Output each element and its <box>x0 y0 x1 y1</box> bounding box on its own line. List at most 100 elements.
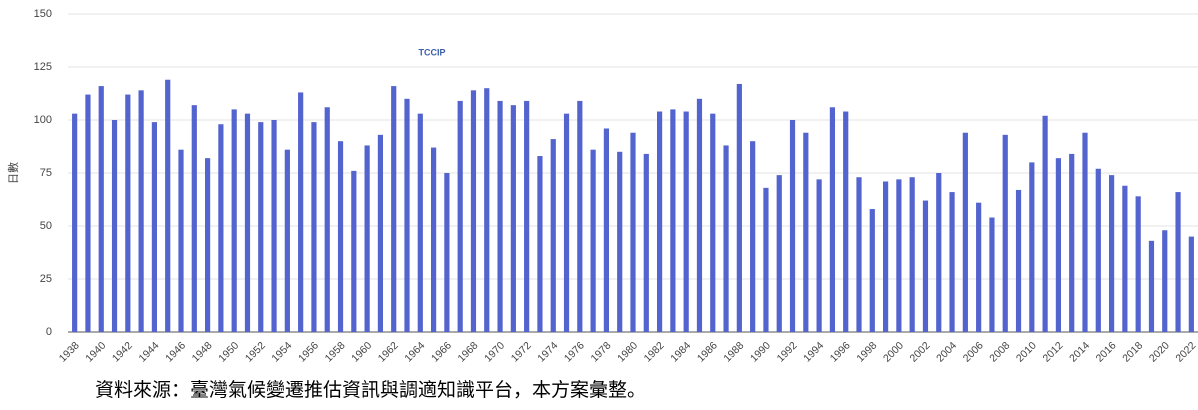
bar <box>178 149 184 332</box>
bar <box>829 107 836 332</box>
x-tick-label: 1984 <box>668 339 693 364</box>
bar <box>763 187 769 332</box>
x-tick-label: 2000 <box>881 339 906 364</box>
x-tick-label: 1974 <box>535 339 560 364</box>
x-tick-label: 1966 <box>429 339 454 364</box>
bar <box>776 175 782 332</box>
bar <box>696 98 703 332</box>
x-tick-label: 1968 <box>456 339 481 364</box>
bar <box>1162 230 1168 332</box>
bar <box>1042 115 1048 332</box>
bar <box>337 141 344 332</box>
x-tick-label: 1950 <box>216 339 241 364</box>
bar <box>750 141 756 332</box>
x-tick-label: 1982 <box>642 339 667 364</box>
bar <box>1002 134 1008 332</box>
bar <box>271 120 277 332</box>
bar <box>417 113 423 332</box>
bar <box>563 113 570 332</box>
x-tick-label: 1958 <box>323 339 348 364</box>
bar <box>617 151 623 332</box>
bar <box>311 122 317 333</box>
y-tick-label: 50 <box>40 220 52 232</box>
bar <box>72 113 78 332</box>
bar <box>816 179 822 332</box>
bar <box>138 90 144 332</box>
bar <box>590 149 596 332</box>
x-tick-label: 2020 <box>1147 339 1172 364</box>
x-tick-label: 1952 <box>243 339 268 364</box>
x-tick-label: 2022 <box>1173 339 1198 364</box>
x-tick-label: 1976 <box>562 339 587 364</box>
x-tick-label: 1972 <box>509 339 534 364</box>
bar <box>1148 240 1155 332</box>
bar <box>736 83 742 333</box>
bar <box>457 100 463 332</box>
bar <box>683 111 689 333</box>
bar <box>550 139 556 332</box>
x-tick-label: 1970 <box>482 339 507 364</box>
bar <box>258 122 264 333</box>
bar <box>204 158 211 332</box>
x-tick-label: 1994 <box>801 339 826 364</box>
bar <box>670 109 676 333</box>
x-tick-label: 1962 <box>376 339 401 364</box>
x-tick-label: 2006 <box>961 339 986 364</box>
x-tick-label: 1964 <box>402 339 427 364</box>
bar <box>404 98 410 332</box>
bar <box>630 132 636 332</box>
bar <box>1175 192 1181 332</box>
bar <box>1188 236 1194 332</box>
bar <box>1055 158 1062 332</box>
x-tick-label: 1990 <box>748 339 773 364</box>
x-tick-label: 1988 <box>721 339 746 364</box>
bar <box>484 88 490 332</box>
bar <box>789 120 796 332</box>
bar <box>1122 185 1128 332</box>
bar <box>151 122 158 333</box>
bar <box>430 147 437 332</box>
bar <box>1069 153 1075 332</box>
bar <box>976 202 982 332</box>
x-tick-label: 1944 <box>136 339 161 364</box>
x-tick-label: 2016 <box>1094 339 1119 364</box>
y-tick-label: 150 <box>34 8 52 20</box>
bar <box>165 79 171 332</box>
source-note: 資料來源：臺灣氣候變遷推估資訊與調適知識平台，本方案彙整。 <box>95 379 646 401</box>
x-tick-label: 2012 <box>1040 339 1065 364</box>
bar <box>231 109 237 333</box>
bar <box>656 111 663 333</box>
bar <box>803 132 809 332</box>
bar <box>1095 168 1101 332</box>
bar <box>244 113 251 332</box>
bar <box>1015 189 1022 332</box>
x-tick-label: 1960 <box>349 339 374 364</box>
bar <box>391 86 397 332</box>
x-tick-label: 1956 <box>296 339 321 364</box>
x-tick-label: 2002 <box>908 339 933 364</box>
bar <box>922 200 929 332</box>
bar <box>643 153 649 332</box>
bar <box>351 170 357 332</box>
bar <box>710 113 716 332</box>
bar <box>962 132 968 332</box>
x-tick-label: 1980 <box>615 339 640 364</box>
x-tick-label: 2010 <box>1014 339 1039 364</box>
x-tick-label: 2004 <box>934 339 959 364</box>
y-axis-label: 日數 <box>7 162 20 184</box>
bar <box>444 173 450 332</box>
bar <box>1108 175 1115 332</box>
bar <box>470 90 477 332</box>
bar <box>577 100 583 332</box>
bar <box>524 100 530 332</box>
bar <box>1082 132 1088 332</box>
x-tick-label: 1946 <box>163 339 188 364</box>
bar <box>896 179 902 332</box>
x-tick-label: 1992 <box>775 339 800 364</box>
x-tick-label: 1998 <box>854 339 879 364</box>
y-tick-label: 75 <box>40 167 52 179</box>
bar <box>98 86 104 332</box>
bar <box>1029 162 1035 332</box>
bar <box>869 209 875 332</box>
